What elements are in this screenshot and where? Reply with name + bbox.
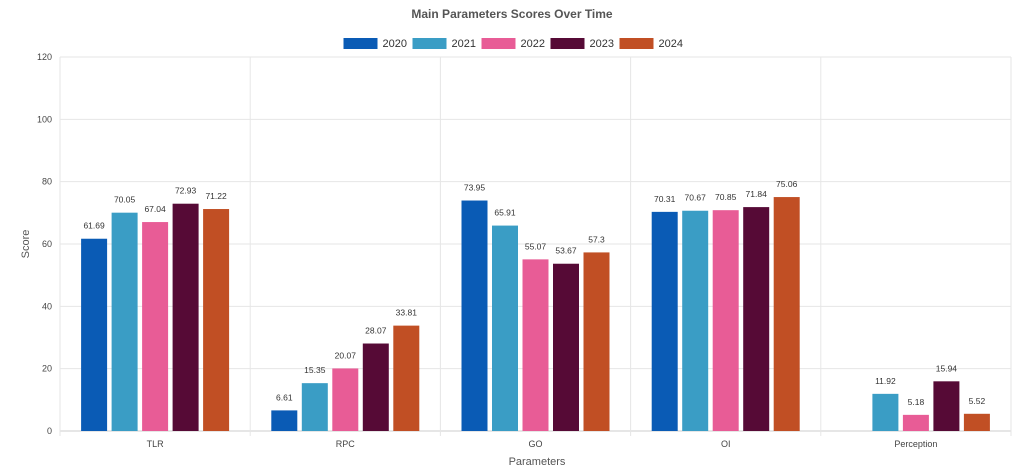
x-axis-ticks: TLR RPC GO OI Perception: [147, 439, 938, 449]
data-label: 28.07: [365, 326, 387, 336]
data-label: 15.94: [936, 363, 958, 373]
legend-label-2022: 2022: [521, 38, 545, 50]
data-label: 57.3: [588, 234, 605, 244]
data-label: 5.52: [969, 396, 986, 406]
data-label: 75.06: [776, 179, 798, 189]
data-label: 65.91: [494, 208, 516, 218]
bar-2024-Perception: [963, 413, 990, 431]
data-label: 15.35: [304, 365, 326, 375]
data-label: 72.93: [175, 186, 197, 196]
y-tick-label: 120: [37, 52, 52, 62]
bar-2022-TLR: [142, 222, 169, 431]
bar-2022-RPC: [332, 368, 359, 431]
bar-2021-TLR: [111, 212, 138, 431]
y-tick-label: 0: [47, 426, 52, 436]
y-tick-label: 80: [42, 177, 52, 187]
legend-swatch-2020: [343, 38, 378, 49]
bar-2024-RPC: [393, 325, 420, 431]
x-axis-title: Parameters: [509, 456, 566, 468]
bar-2020-TLR: [81, 238, 108, 431]
x-tick-label: RPC: [336, 439, 356, 449]
y-tick-label: 20: [42, 364, 52, 374]
x-tick-label: OI: [721, 439, 731, 449]
legend-swatch-2023: [550, 38, 585, 49]
bar-2020-RPC: [271, 410, 298, 431]
y-tick-label: 100: [37, 114, 52, 124]
x-tick-label: Perception: [894, 439, 937, 449]
data-label: 71.22: [205, 191, 227, 201]
data-label: 33.81: [396, 308, 418, 318]
legend-label-2021: 2021: [452, 38, 476, 50]
bar-2023-GO: [553, 263, 579, 431]
bar-2024-GO: [583, 252, 610, 431]
bar-2020-GO: [461, 200, 488, 431]
bar-2022-Perception: [902, 414, 929, 431]
data-label: 67.04: [144, 204, 166, 214]
y-axis-ticks: 0 20 40 60 80 100 120: [37, 52, 52, 436]
legend: 2020 2021 2022 2023 2024: [343, 38, 683, 50]
bar-2023-Perception: [933, 381, 960, 431]
bars: [81, 197, 990, 431]
legend-label-2024: 2024: [659, 38, 683, 50]
bar-2021-Perception: [872, 393, 899, 431]
data-label: 71.84: [746, 189, 768, 199]
chart-title: Main Parameters Scores Over Time: [411, 7, 613, 21]
x-tick-label: GO: [528, 439, 542, 449]
data-label: 70.31: [654, 194, 676, 204]
data-labels: 61.69 70.05 67.04 72.93 71.22 6.61 15.35 20.07 2…: [83, 179, 985, 407]
data-label: 5.18: [908, 397, 925, 407]
bar-2023-RPC: [362, 343, 389, 431]
bar-2020-OI: [651, 211, 678, 431]
y-axis-title: Score: [20, 230, 32, 259]
legend-label-2023: 2023: [590, 38, 614, 50]
bar-2021-RPC: [301, 383, 328, 431]
data-label: 55.07: [525, 241, 547, 251]
legend-label-2020: 2020: [383, 38, 407, 50]
bar-2023-TLR: [172, 203, 199, 431]
bar-2023-OI: [743, 207, 770, 431]
bar-2024-OI: [773, 197, 800, 431]
data-label: 70.85: [715, 192, 737, 202]
data-label: 6.61: [276, 392, 293, 402]
y-tick-label: 60: [42, 239, 52, 249]
legend-swatch-2021: [412, 38, 447, 49]
bar-2021-OI: [682, 210, 709, 431]
legend-swatch-2022: [481, 38, 516, 49]
data-label: 61.69: [83, 221, 105, 231]
data-label: 70.67: [685, 193, 707, 203]
data-label: 20.07: [335, 350, 357, 360]
legend-swatch-2024: [619, 38, 654, 49]
y-tick-label: 40: [42, 301, 52, 311]
data-label: 73.95: [464, 183, 486, 193]
bar-2022-OI: [712, 210, 739, 431]
data-label: 11.92: [875, 376, 896, 386]
x-tick-label: TLR: [147, 439, 165, 449]
data-label: 70.05: [114, 195, 136, 205]
bar-2024-TLR: [203, 209, 230, 431]
bar-2022-GO: [522, 259, 549, 431]
data-label: 53.67: [555, 246, 577, 256]
bar-2021-GO: [492, 225, 518, 431]
